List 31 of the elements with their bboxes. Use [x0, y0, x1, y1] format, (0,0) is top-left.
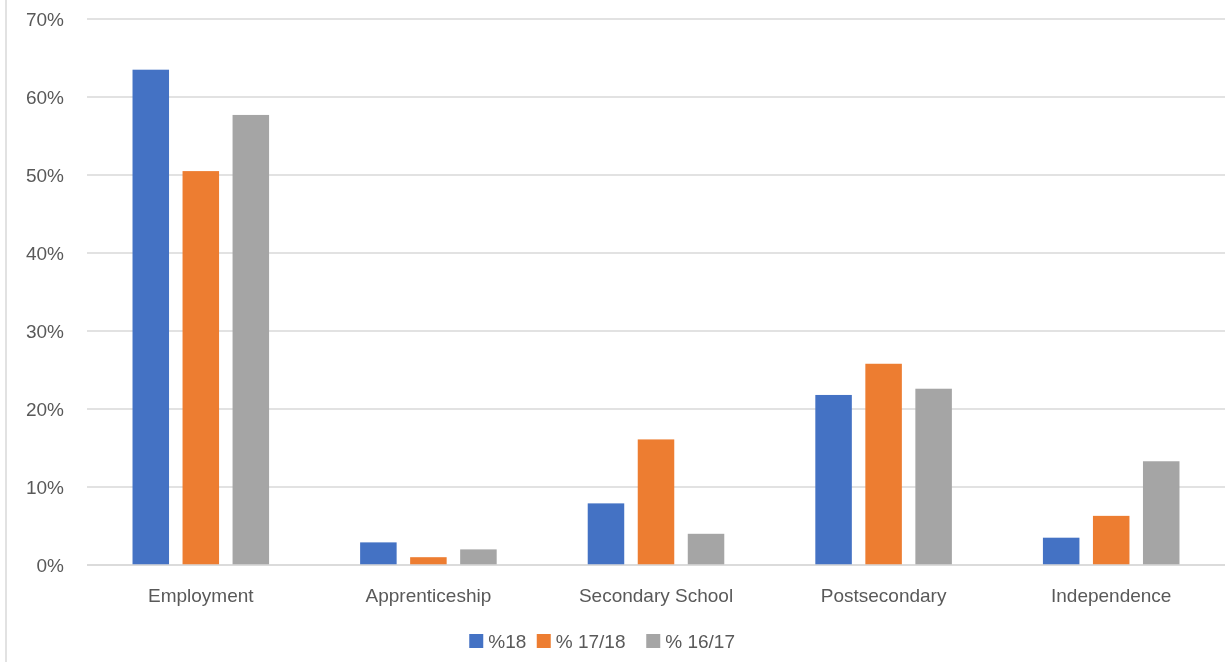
bar	[132, 69, 170, 565]
y-tick-label: 10%	[25, 476, 65, 498]
bar	[815, 394, 852, 565]
y-tick-label: 30%	[25, 320, 65, 342]
x-tick-label: Employment	[148, 585, 255, 606]
bar	[410, 557, 447, 565]
x-tick-label: Independence	[1050, 585, 1172, 606]
bar	[1092, 515, 1130, 565]
bar	[587, 503, 625, 565]
legend-label: % 16/17	[665, 631, 735, 652]
bar	[637, 439, 675, 565]
bar	[915, 388, 952, 565]
x-tick-label: Postsecondary	[820, 585, 947, 606]
bar	[1142, 461, 1180, 565]
legend-label: %18	[488, 631, 527, 652]
bar	[460, 549, 497, 565]
y-tick-label: 20%	[25, 398, 65, 420]
bar	[687, 533, 725, 565]
bar	[182, 171, 220, 565]
y-tick-label: 0%	[36, 554, 65, 576]
x-tick-label: Secondary School	[578, 585, 734, 606]
bar	[865, 363, 902, 565]
bar	[1042, 537, 1080, 565]
y-tick-label: 60%	[25, 86, 65, 108]
y-tick-label: 50%	[25, 164, 65, 186]
legend-label: % 17/18	[555, 631, 626, 652]
y-tick-label: 70%	[25, 8, 65, 30]
bar	[360, 542, 397, 565]
y-tick-label: 40%	[25, 242, 65, 264]
x-tick-label: Apprenticeship	[365, 585, 492, 606]
bar	[232, 114, 270, 565]
